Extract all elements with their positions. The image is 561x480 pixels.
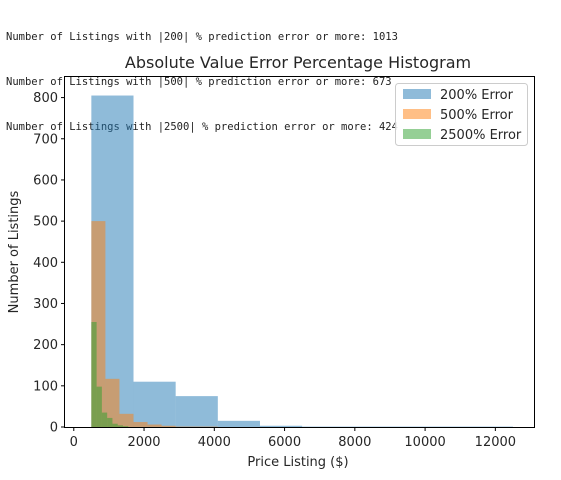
y-axis-label: Number of Listings	[7, 190, 22, 313]
y-tick-label: 400	[33, 256, 58, 271]
console-line: Number of Listings with |500| % predicti…	[6, 76, 392, 88]
bar-series0-bin3	[217, 420, 260, 427]
legend-label-1: 500% Error	[440, 108, 514, 123]
y-tick-label: 500	[33, 215, 58, 230]
y-tick-label: 800	[33, 91, 58, 106]
bar-series2-bin1	[96, 386, 102, 427]
chart-title: Absolute Value Error Percentage Histogra…	[125, 53, 471, 72]
x-tick-label: 2000	[127, 435, 160, 450]
x-axis-ticks: 0 2000 4000 6000 8000 10000 12000	[70, 427, 516, 450]
bar-series0-bin4	[259, 425, 303, 427]
bar-series1-bin5	[161, 425, 176, 427]
x-tick-label: 8000	[338, 435, 371, 450]
x-tick-label: 0	[70, 435, 78, 450]
y-tick-label: 0	[50, 421, 58, 436]
x-axis-label: Price Listing ($)	[247, 455, 348, 470]
legend-label-2: 2500% Error	[440, 128, 522, 143]
bar-series2-bin0	[91, 322, 97, 427]
y-tick-label: 700	[33, 132, 58, 147]
legend: 200% Error 500% Error 2500% Error	[395, 83, 528, 146]
console-line: Number of Listings with |200| % predicti…	[6, 31, 398, 43]
bar-series0-bin2	[175, 396, 218, 427]
legend-label-0: 200% Error	[440, 88, 514, 103]
bars-layer	[91, 95, 513, 427]
x-tick-label: 10000	[404, 435, 445, 450]
legend-swatch-2	[403, 129, 431, 139]
legend-swatch-1	[403, 109, 431, 119]
y-axis-ticks: 0 100 200 300 400 500 600 700 800	[33, 91, 65, 436]
bar-series2-bin6	[122, 426, 129, 427]
y-tick-label: 600	[33, 173, 58, 188]
y-tick-label: 300	[33, 297, 58, 312]
legend-swatch-0	[403, 89, 431, 99]
bar-series1-bin2	[119, 413, 134, 427]
bar-series2-bin2	[101, 412, 108, 427]
x-tick-label: 12000	[475, 435, 516, 450]
bar-series2-bin4	[112, 423, 118, 427]
bar-series1-bin1	[105, 378, 120, 427]
bar-series0-bin1	[133, 381, 176, 427]
plot-frame	[64, 76, 535, 428]
x-tick-label: 4000	[198, 435, 231, 450]
bar-series2-bin3	[107, 417, 113, 427]
y-tick-label: 200	[33, 338, 58, 353]
bar-series1-bin4	[147, 424, 162, 427]
bar-series1-bin3	[133, 422, 148, 427]
y-tick-label: 100	[33, 379, 58, 394]
bar-series2-bin5	[117, 425, 123, 427]
x-tick-label: 6000	[268, 435, 301, 450]
